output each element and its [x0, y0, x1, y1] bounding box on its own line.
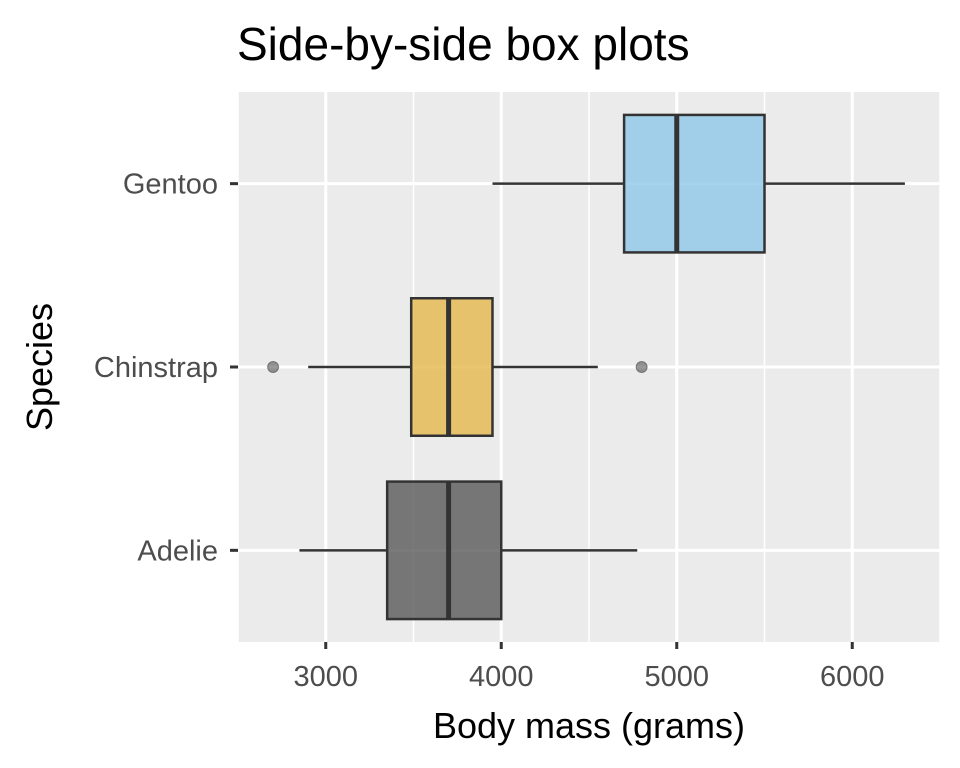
axes: 3000 4000 5000 6000 Adelie Chinstrap Gentoo [94, 169, 885, 693]
x-tick-label: 3000 [293, 661, 358, 693]
box-rect [385, 480, 503, 621]
box-rect [409, 297, 494, 437]
box-chinstrap [267, 297, 648, 437]
x-axis-title: Body mass (grams) [433, 705, 745, 746]
outlier-point [267, 361, 280, 373]
box-layer [267, 113, 905, 621]
y-tick-label: Gentoo [123, 169, 218, 201]
box-gentoo [492, 113, 905, 254]
x-tick-label: 4000 [469, 661, 534, 693]
box-adelie [299, 480, 638, 621]
box-rect [622, 113, 766, 254]
x-tick-label: 6000 [820, 661, 885, 693]
y-tick-label: Adelie [137, 535, 218, 567]
y-axis-title: Species [19, 303, 60, 431]
y-tick-label: Chinstrap [94, 352, 218, 384]
x-tick-label: 5000 [644, 661, 709, 693]
outlier-point [635, 361, 648, 373]
chart-title: Side-by-side box plots [237, 18, 690, 70]
